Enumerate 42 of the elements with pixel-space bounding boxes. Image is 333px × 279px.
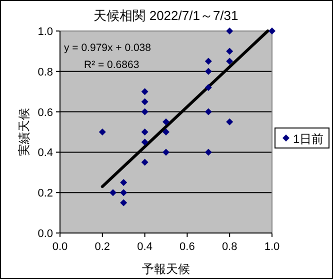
point — [204, 108, 212, 116]
point — [204, 58, 212, 65]
point — [120, 199, 128, 206]
point — [141, 88, 148, 96]
y-tick-label: 0.6 — [38, 106, 53, 119]
point — [98, 128, 106, 136]
point — [141, 98, 148, 106]
point — [120, 189, 128, 196]
annotation: R² = 0.6863 — [84, 59, 140, 71]
y-tick-label: 0.4 — [38, 147, 53, 160]
point — [204, 68, 212, 75]
y-tick-label: 0.0 — [38, 228, 53, 240]
point — [226, 58, 234, 65]
annotation: y = 0.979x + 0.038 — [64, 42, 152, 54]
point — [226, 48, 234, 55]
y-tick-label: 1.0 — [38, 26, 53, 38]
point — [141, 108, 148, 116]
point — [204, 84, 212, 92]
x-tick-label: 0.8 — [222, 241, 238, 253]
point — [162, 128, 170, 136]
x-tick-label: 0.4 — [137, 241, 152, 253]
point — [204, 148, 212, 156]
y-tick-label: 0.8 — [38, 66, 53, 78]
y-axis-title: 実績天候 — [17, 108, 31, 156]
point — [162, 118, 170, 126]
point — [162, 148, 170, 156]
chart-title: 天候相関 2022/7/1～7/31 — [94, 8, 238, 23]
legend-label: 1日前 — [293, 132, 324, 146]
point — [268, 28, 276, 34]
x-tick-label: 1.0 — [264, 241, 280, 253]
x-axis-title: 予報天候 — [142, 262, 190, 276]
point — [226, 28, 234, 34]
point — [141, 158, 148, 166]
point — [226, 118, 234, 126]
x-tick-label: 0.2 — [94, 241, 110, 253]
point — [120, 179, 128, 186]
y-tick-label: 0.2 — [38, 188, 53, 200]
point — [141, 138, 148, 146]
point — [110, 189, 116, 196]
point — [141, 128, 148, 136]
x-tick-label: 0.0 — [52, 241, 68, 253]
x-tick-label: 0.6 — [180, 241, 195, 253]
